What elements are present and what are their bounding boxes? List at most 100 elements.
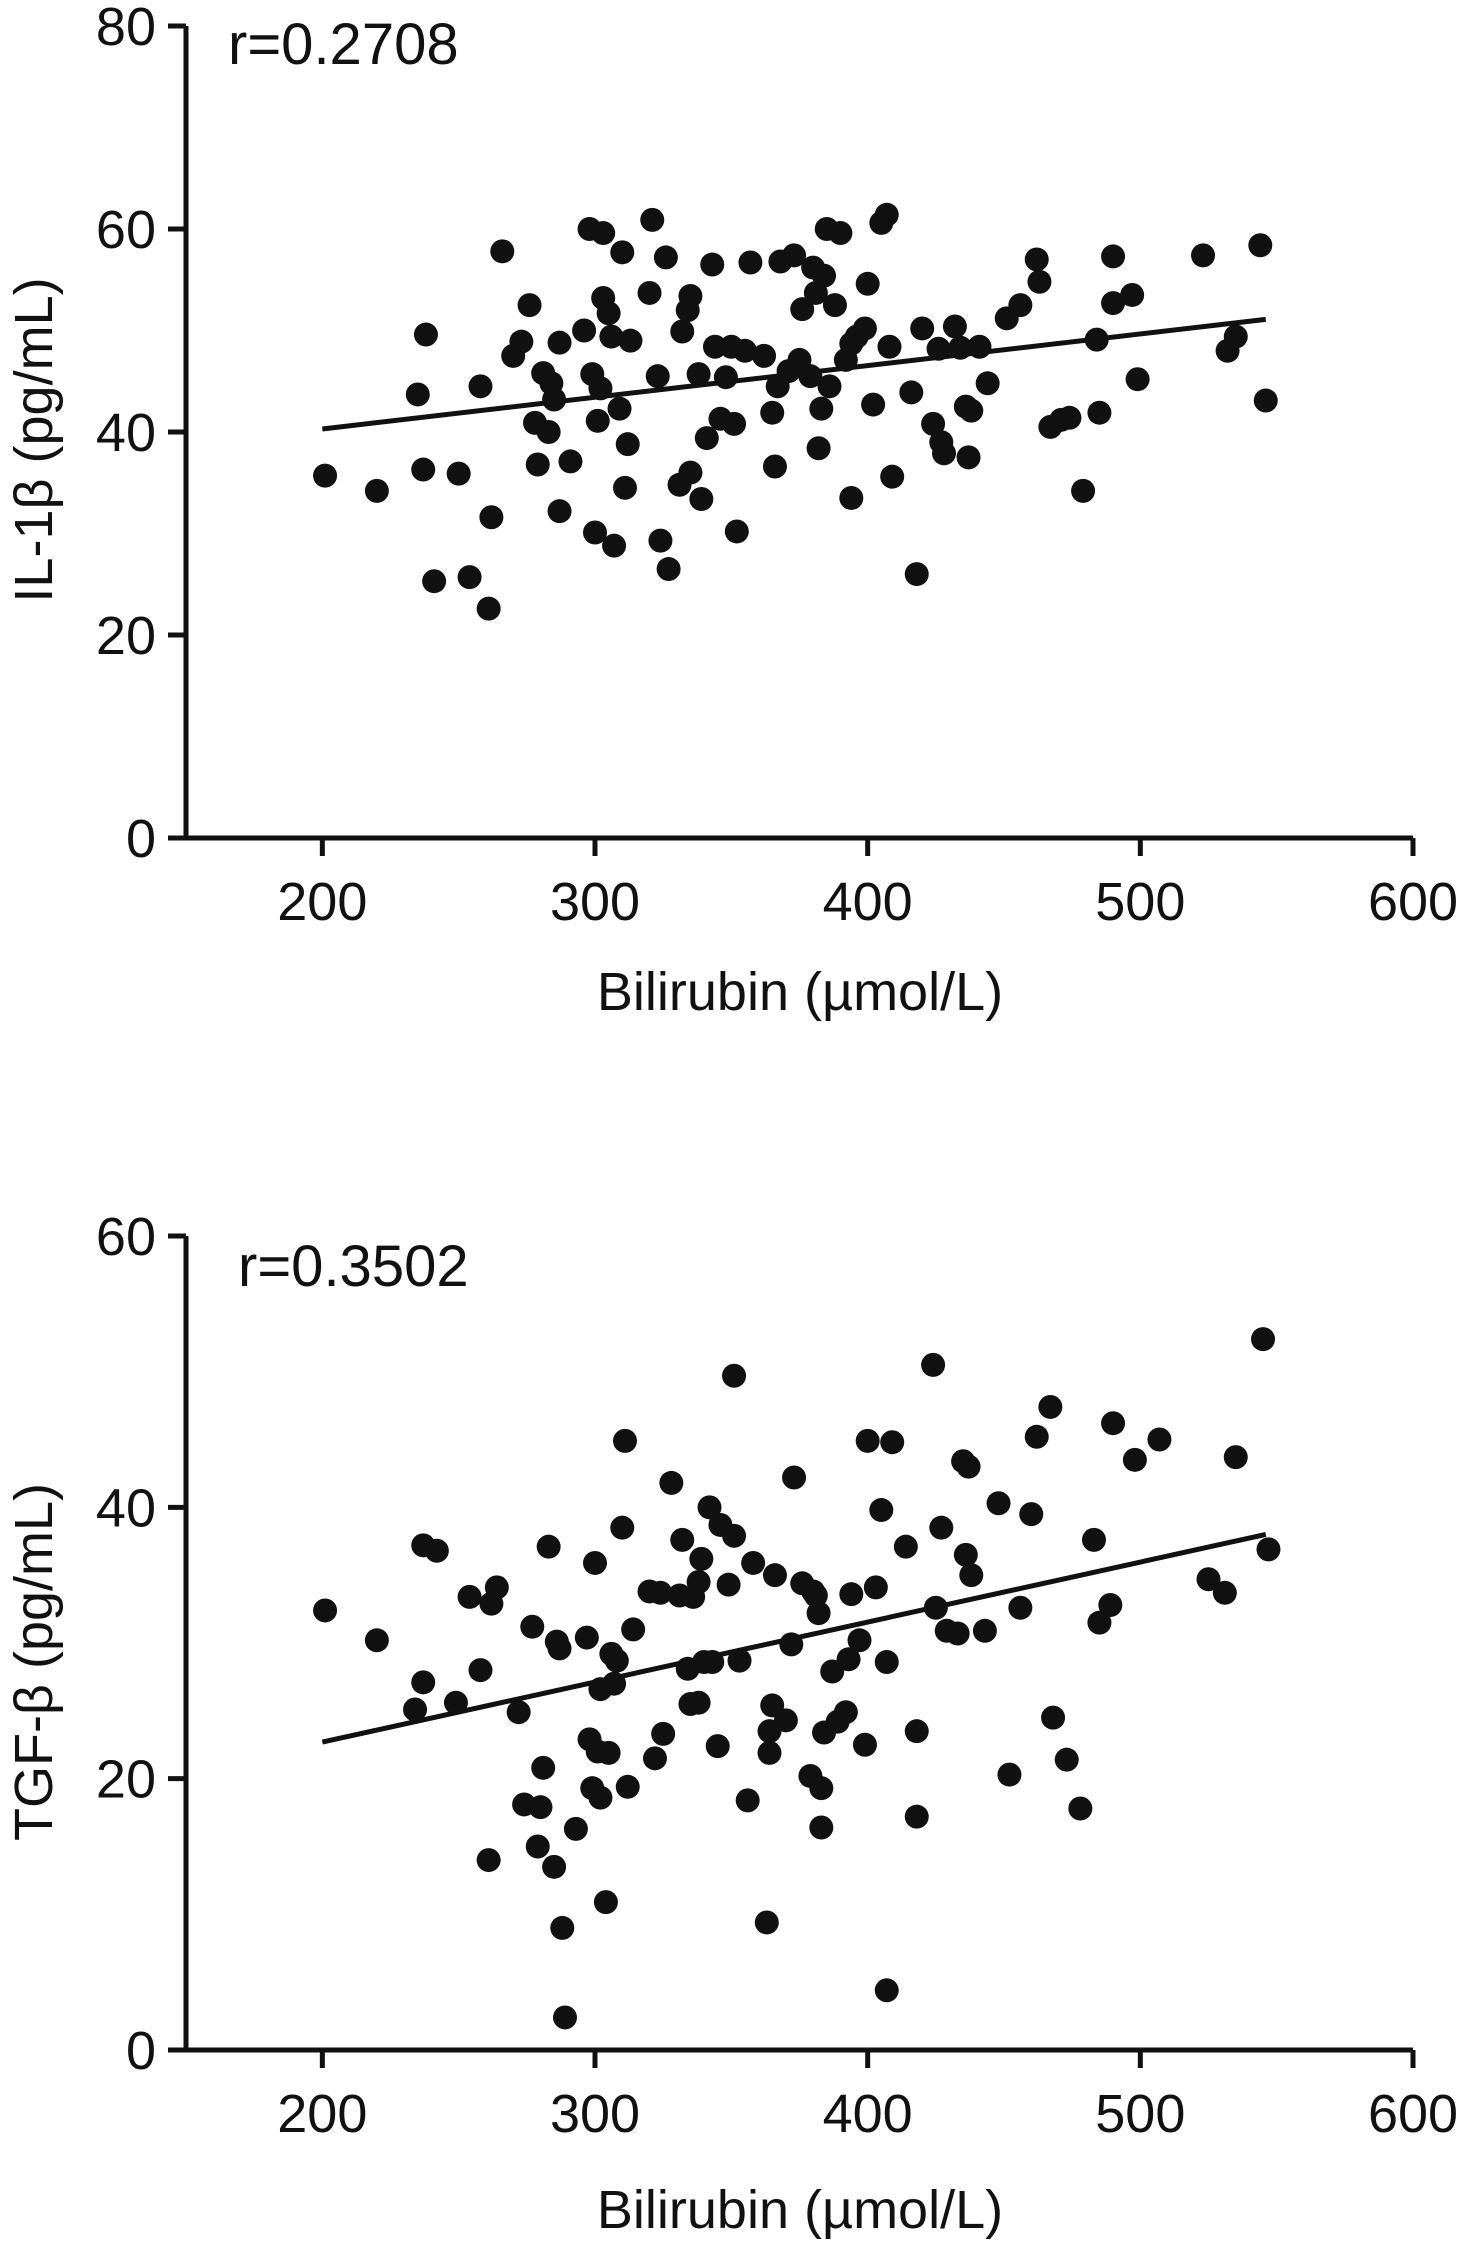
data-point <box>700 1649 725 1674</box>
data-point <box>727 1648 752 1673</box>
data-point <box>642 1746 667 1771</box>
data-point <box>484 1575 509 1600</box>
data-point <box>542 387 567 412</box>
data-point <box>932 441 957 466</box>
tgfb-scatter-panel: r=0.3502 Bilirubin (µmol/L) TGF-β (pg/mL… <box>4 1207 1458 2240</box>
data-point <box>1024 1424 1049 1449</box>
data-point <box>604 1648 629 1673</box>
data-point <box>1087 400 1112 425</box>
data-point <box>596 301 621 326</box>
data-point <box>910 316 935 341</box>
data-point <box>558 449 583 474</box>
data-point <box>1098 1593 1123 1618</box>
y-tick-label: 60 <box>96 200 156 260</box>
x-tick-label: 400 <box>823 2084 913 2144</box>
y-tick-label: 40 <box>96 403 156 463</box>
data-point <box>599 324 624 349</box>
data-point <box>574 1625 599 1650</box>
data-point <box>803 1583 828 1608</box>
data-point <box>637 280 662 305</box>
data-point <box>820 1659 845 1684</box>
data-point <box>583 1550 607 1575</box>
data-point <box>572 318 597 343</box>
data-point <box>678 283 703 308</box>
data-point <box>1147 1427 1172 1452</box>
data-point <box>855 271 880 296</box>
data-point <box>313 463 338 488</box>
data-point <box>722 411 747 436</box>
data-point <box>1054 1747 1079 1772</box>
data-point <box>942 314 967 339</box>
data-point <box>722 1523 747 1548</box>
data-point <box>806 436 831 461</box>
data-point <box>956 1454 981 1479</box>
data-point <box>313 1598 338 1623</box>
data-point <box>757 1740 782 1765</box>
data-point <box>1081 1527 1106 1552</box>
data-point <box>1038 1394 1063 1419</box>
data-point <box>547 499 572 524</box>
data-point <box>921 1352 946 1377</box>
data-point <box>959 398 984 423</box>
x-tick-label: 200 <box>277 2084 367 2144</box>
data-point <box>1041 1705 1066 1730</box>
data-point <box>1212 1580 1237 1605</box>
data-point <box>809 396 834 421</box>
data-point <box>852 316 877 341</box>
data-point <box>1068 1796 1093 1821</box>
data-point <box>542 1854 567 1879</box>
data-point <box>1024 247 1049 272</box>
x-tick-label: 500 <box>1095 872 1185 932</box>
data-point <box>1122 1447 1147 1472</box>
data-point <box>812 263 837 288</box>
data-point <box>525 1834 550 1859</box>
data-point <box>773 1708 798 1733</box>
data-point <box>790 297 815 322</box>
x-tick-label: 600 <box>1368 872 1458 932</box>
x-tick-label: 400 <box>823 872 913 932</box>
correlation-label: r=0.2708 <box>228 12 459 77</box>
data-point <box>899 380 924 405</box>
data-point <box>468 374 493 399</box>
data-point <box>967 334 992 359</box>
data-point <box>1196 1567 1221 1592</box>
data-point <box>686 362 711 387</box>
data-point <box>929 1515 954 1540</box>
x-tick-label: 200 <box>277 872 367 932</box>
data-point <box>536 420 561 444</box>
data-point <box>476 596 501 621</box>
data-point <box>809 1776 834 1801</box>
data-point <box>610 1515 635 1540</box>
data-point <box>615 1774 640 1799</box>
data-point <box>612 1428 637 1453</box>
data-point <box>874 1978 899 2003</box>
data-point <box>517 293 542 318</box>
data-point <box>716 1572 741 1597</box>
data-point <box>847 1628 872 1653</box>
data-point <box>1087 1610 1112 1635</box>
data-point <box>923 1595 948 1620</box>
data-point <box>1223 1445 1248 1470</box>
data-point <box>1125 367 1150 392</box>
data-point <box>713 365 738 390</box>
data-point <box>596 1740 621 1765</box>
data-point <box>1071 478 1096 503</box>
data-point <box>722 1363 747 1388</box>
data-point <box>678 460 703 485</box>
data-point <box>588 1785 613 1810</box>
data-point <box>852 1732 877 1757</box>
data-point <box>1101 291 1126 316</box>
y-tick-label: 40 <box>96 1478 156 1538</box>
data-point <box>735 1788 760 1813</box>
data-point <box>948 335 973 360</box>
data-point <box>689 1546 714 1571</box>
data-point <box>364 478 389 503</box>
y-tick-label: 80 <box>96 0 156 57</box>
data-point <box>411 457 436 482</box>
data-point <box>839 485 864 510</box>
data-point <box>1101 244 1126 269</box>
data-point <box>612 475 637 500</box>
data-point <box>833 1700 858 1725</box>
data-point <box>411 1670 436 1695</box>
